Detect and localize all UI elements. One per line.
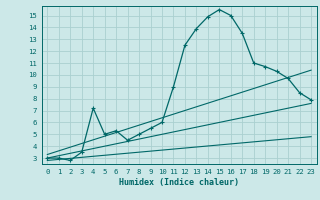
X-axis label: Humidex (Indice chaleur): Humidex (Indice chaleur) <box>119 178 239 187</box>
